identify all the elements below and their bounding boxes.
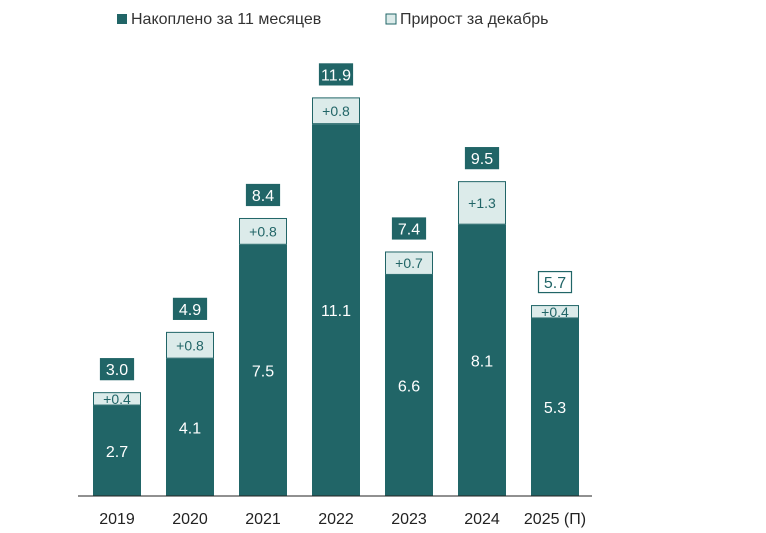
- legend-swatch-increment: [385, 13, 397, 25]
- total-value-label: 3.0: [106, 362, 128, 379]
- increment-value-label: +0.8: [322, 103, 350, 119]
- bar-group: 7.5 +0.8 8.4: [239, 183, 287, 496]
- bar-base: [166, 358, 214, 496]
- bar-base: [531, 318, 579, 496]
- total-label-box: [99, 358, 135, 381]
- bar-base: [458, 224, 506, 496]
- legend-label-increment: Прирост за декабрь: [400, 11, 548, 28]
- total-value-label: 7.4: [398, 221, 420, 238]
- total-label-box: [464, 147, 500, 170]
- bar-base: [312, 124, 360, 496]
- x-tick-label: 2022: [318, 511, 354, 528]
- legend-swatch-base: [117, 14, 127, 24]
- total-label-box: [391, 217, 427, 240]
- x-tick-label: 2024: [464, 511, 500, 528]
- base-value-label: 8.1: [471, 353, 493, 370]
- bar-group: 8.1 +1.3 9.5: [458, 147, 506, 496]
- x-tick-label: 2020: [172, 511, 208, 528]
- base-value-label: 7.5: [252, 363, 274, 380]
- x-axis-tick-labels: 2019 2020 2021 2022 2023 2024 2025 (П): [99, 511, 586, 528]
- base-value-label: 4.1: [179, 420, 201, 437]
- bar-increment: [458, 181, 506, 225]
- increment-value-label: +0.4: [541, 304, 569, 320]
- bar-group: 11.1 +0.8 11.9: [312, 63, 360, 496]
- x-tick-label: 2023: [391, 511, 427, 528]
- legend-item-increment: Прирост за декабрь: [385, 11, 548, 28]
- bar-increment: [93, 392, 141, 406]
- bar-increment: [385, 251, 433, 275]
- total-value-label: 8.4: [252, 188, 274, 205]
- increment-value-label: +0.8: [249, 223, 277, 239]
- base-value-label: 2.7: [106, 444, 128, 461]
- increment-value-label: +1.3: [468, 195, 496, 211]
- bar-base: [93, 405, 141, 496]
- x-tick-label: 2025 (П): [524, 511, 586, 528]
- total-value-label: 4.9: [179, 302, 201, 319]
- bar-group: 5.3 +0.4 5.7: [531, 270, 579, 496]
- bar-increment: [531, 305, 579, 319]
- base-value-label: 6.6: [398, 378, 420, 395]
- base-value-label: 11.1: [321, 303, 351, 320]
- total-label-box: [172, 297, 208, 320]
- bar-increment: [166, 331, 214, 359]
- increment-value-label: +0.4: [103, 391, 131, 407]
- increment-value-label: +0.8: [176, 337, 204, 353]
- total-value-label: 5.7: [544, 275, 566, 292]
- total-value-label: 11.9: [321, 67, 351, 84]
- bar-increment: [312, 97, 360, 125]
- total-label-box: [537, 270, 573, 294]
- legend: Накоплено за 11 месяцев Прирост за декаб…: [117, 11, 548, 28]
- bar-base: [385, 274, 433, 496]
- bar-group: 2.7 +0.4 3.0: [93, 358, 141, 496]
- legend-item-base: Накоплено за 11 месяцев: [117, 11, 321, 28]
- x-tick-label: 2019: [99, 511, 135, 528]
- increment-value-label: +0.7: [395, 255, 423, 271]
- bar-group: 6.6 +0.7 7.4: [385, 217, 433, 496]
- bar-base: [239, 244, 287, 496]
- base-value-label: 5.3: [544, 400, 566, 417]
- total-label-box: [245, 183, 281, 207]
- bars: 2.7+0.43.04.1+0.84.97.5+0.88.411.1+0.811…: [93, 63, 579, 496]
- legend-label-base: Накоплено за 11 месяцев: [131, 11, 321, 28]
- bar-group: 4.1 +0.8 4.9: [166, 297, 214, 496]
- total-label-box: [318, 63, 354, 86]
- x-tick-label: 2021: [245, 511, 281, 528]
- total-value-label: 9.5: [471, 151, 493, 168]
- bar-increment: [239, 217, 287, 245]
